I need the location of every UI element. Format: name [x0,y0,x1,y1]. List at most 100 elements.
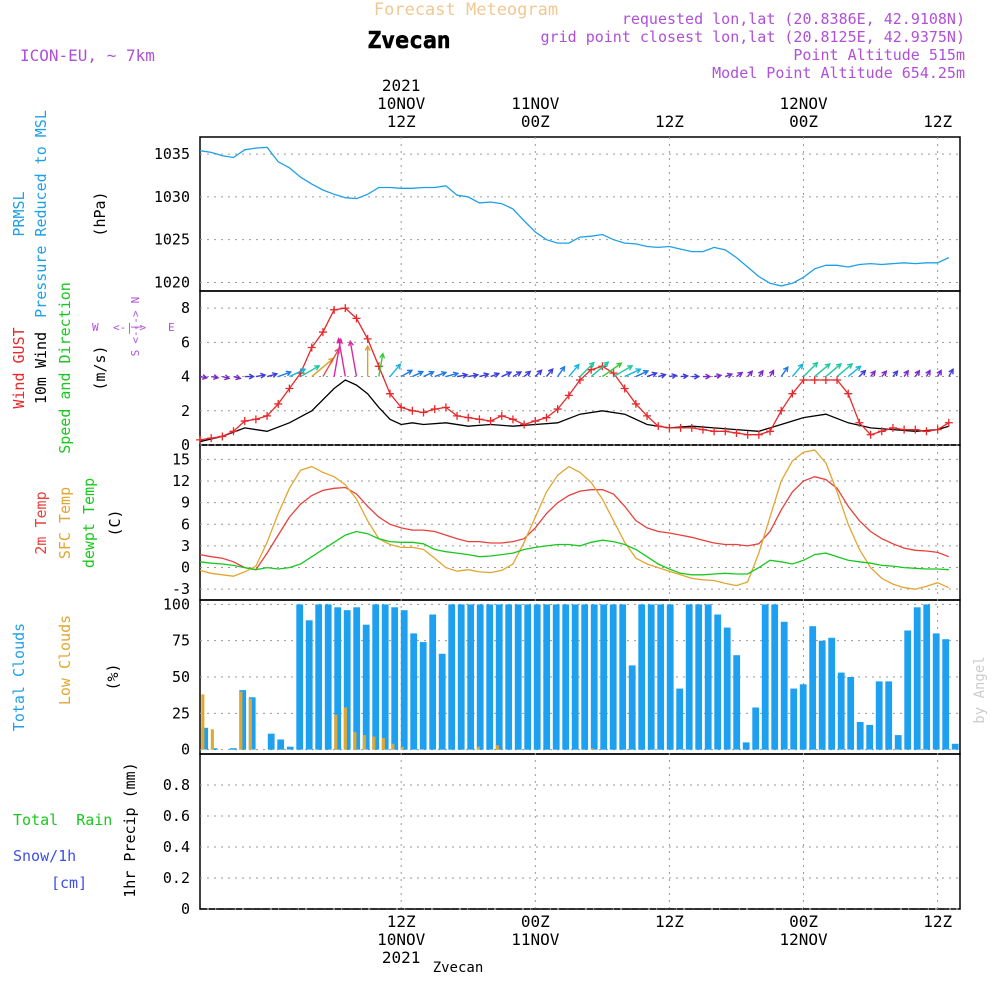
temperature-tick-label: 12 [172,472,190,490]
wind-arrow-shaft [613,365,633,378]
temp-sfc-label: SFC Temp [56,487,74,559]
model-label: ICON-EU, ~ 7km [20,46,155,65]
gust-point-marker [922,427,931,436]
gust-point-marker [821,375,830,384]
clouds-unit: (%) [104,663,122,690]
wind-direction-arrow [534,369,543,378]
total-cloud-bar [609,604,617,750]
gust-point-marker [196,435,204,444]
gust-point-marker [754,430,763,439]
wind-arrow-head [547,368,554,375]
pressure-tick-label: 1020 [154,273,190,291]
time-label-bottom: 10NOV [377,930,426,949]
wind-arrow-shaft [311,357,334,378]
total-cloud-bar [305,620,313,750]
wind-arrow-head [379,352,386,359]
gust-point-marker [386,389,394,398]
wind-tick-label: 6 [181,333,190,351]
time-label-top: 12Z [387,112,416,131]
pressure-label-desc: Pressure Reduced to MSL [32,110,50,318]
gust-point-marker [397,403,406,412]
low-cloud-bar [248,698,252,750]
total-cloud-bar [505,604,513,750]
wind-direction-arrow [936,369,942,377]
gust-point-marker [620,384,629,393]
wind-arrow-shaft [479,373,489,378]
total-cloud-bar [229,748,237,750]
precipitation-tick-label: 0.2 [163,869,190,887]
time-label-bottom: 2021 [382,948,421,967]
snow-label: Snow/1h [13,847,76,865]
temp-unit: (C) [106,509,124,536]
total-cloud-bar [847,677,855,750]
wind-direction-arrow [501,371,513,378]
time-label-bottom: 00Z [789,912,818,931]
temperature-tick-label: 0 [181,559,190,577]
station-name: Zvecan [367,28,450,54]
gust-point-marker [341,304,350,313]
total-cloud-bar [438,653,446,750]
wind-arrow-shaft [590,361,609,378]
gust-point-marker [576,375,584,384]
snow-unit: [cm] [51,874,87,892]
wind-direction-arrow [624,368,642,378]
wind-arrow-head [925,369,931,376]
temp-dewpt-line [199,530,949,576]
gust-point-marker [643,411,652,420]
total-cloud-bar [638,604,646,750]
precip-unit: 1hr Precip (mm) [121,762,139,897]
gust-point-marker [531,417,540,426]
wind-direction-arrow [468,372,480,379]
wind-direction-arrow [512,371,523,378]
wind-arrow-head [271,372,279,378]
wind-arrow-head [462,372,469,379]
gust-point-marker [710,427,719,436]
total-cloud-bar [343,610,351,750]
gust-point-marker [587,365,596,374]
total-cloud-bar [286,746,294,750]
wind-direction-label: Speed and Direction [56,282,74,454]
wind-arrow-shaft [601,362,622,378]
wind-direction-arrow [601,362,623,378]
time-label-top: 10NOV [377,94,426,113]
wind-arrow-shaft [512,371,522,378]
gust-point-marker [486,417,495,426]
wind-direction-arrow [881,370,888,378]
low-cloud-bar [495,745,499,750]
total-cloud-bar [334,607,342,750]
compass-n: N [129,297,142,304]
wind-arrow-shaft [456,374,468,378]
wind-arrow-head [406,369,414,375]
precipitation-panel [199,753,961,910]
total-cloud-bar [552,604,560,750]
gust-point-marker [799,375,808,384]
y-axis-ticks: 102010251030103502468-303691215025507510… [154,145,190,918]
wind-direction-arrow [389,363,402,378]
wind-direction-arrow [903,369,909,377]
wind-arrow-head [642,369,650,376]
wind-arrow-shaft [646,372,657,378]
total-cloud-bar [267,733,275,750]
low-cloud-bar [334,714,338,750]
wind-arrow-head [682,373,690,380]
wind-arrow-head [635,368,642,374]
total-cloud-bar [809,626,817,750]
wind-arrow-shaft [836,363,853,378]
gust-point-marker [788,389,797,398]
wind-arrow-head [824,363,831,369]
wind-direction-arrow [423,370,435,378]
time-label-top: 2021 [382,76,421,95]
wind-direction-arrow [658,372,667,379]
wind-direction-arrow [736,371,744,378]
credit-watermark: by Angel [972,656,988,723]
time-label-top: 00Z [521,112,550,131]
wind-direction-arrow [255,372,267,379]
wind-direction-arrow [434,371,448,378]
wind-arrow-head [588,361,595,368]
total-cloud-bar [524,604,532,750]
total-cloud-bar [381,604,389,750]
wind-arrow-head [797,363,804,370]
total-cloud-bar [790,688,798,750]
wind-direction-arrow [747,370,754,378]
gust-point-marker [475,415,484,424]
